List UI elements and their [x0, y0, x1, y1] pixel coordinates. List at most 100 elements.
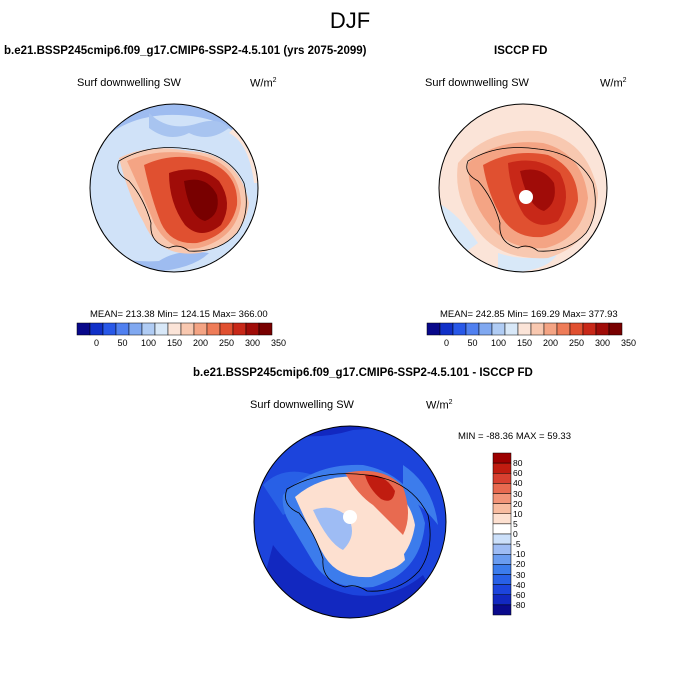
colorbar-swatch: [492, 452, 512, 464]
colorbar-tick-label: -5: [513, 539, 521, 550]
panel1-colorbar: [76, 322, 273, 336]
colorbar-swatch: [465, 322, 480, 336]
colorbar-tick-label: 250: [218, 338, 235, 348]
colorbar-swatch: [530, 322, 545, 336]
colorbar-tick-label: 20: [513, 498, 523, 509]
colorbar-swatch: [245, 322, 260, 336]
colorbar-swatch: [517, 322, 532, 336]
colorbar-swatch: [102, 322, 117, 336]
panel3-variable: Surf downwelling SW: [250, 399, 354, 411]
colorbar-swatch: [232, 322, 247, 336]
panel2-colorbar: [426, 322, 623, 336]
colorbar-tick-label: 250: [568, 338, 585, 348]
panel2-stats: MEAN= 242.85 Min= 169.29 Max= 377.93: [440, 309, 618, 320]
colorbar-swatch: [492, 473, 512, 484]
colorbar-swatch: [180, 322, 195, 336]
colorbar-tick-label: 300: [244, 338, 261, 348]
colorbar-tick-label: 100: [140, 338, 157, 348]
colorbar-swatch: [452, 322, 467, 336]
colorbar-swatch: [491, 322, 506, 336]
colorbar-tick-label: 50: [467, 338, 478, 348]
colorbar-tick-label: 150: [516, 338, 533, 348]
colorbar-tick-label: 10: [513, 508, 523, 519]
colorbar-swatch: [556, 322, 571, 336]
panel2-units: W/m2: [600, 77, 627, 90]
panel3-title: b.e21.BSSP245cmip6.f09_g17.CMIP6-SSP2-4.…: [193, 367, 533, 379]
colorbar-tick-label: 200: [192, 338, 209, 348]
colorbar-swatch: [595, 322, 610, 336]
colorbar-tick-label: 0: [93, 338, 100, 348]
panel1-colorbar-ticks: 0 50 100 150 200 250 300 350: [77, 338, 286, 350]
colorbar-swatch: [89, 322, 104, 336]
panel2-map-field: [439, 104, 607, 272]
panel3-polar-map: [253, 425, 447, 619]
panel3-colorbar-ticks: 80 60 40 30 20 10 5 0 -5 -10 -20 -30 -40 -60 -80: [513, 453, 553, 615]
colorbar-tick-label: 0: [443, 338, 450, 348]
panel1-title: b.e21.BSSP245cmip6.f09_g17.CMIP6-SSP2-4.…: [4, 45, 367, 57]
colorbar-swatch: [167, 322, 182, 336]
colorbar-swatch: [154, 322, 169, 336]
colorbar-tick-label: 30: [513, 488, 523, 499]
colorbar-tick-label: 0: [513, 529, 518, 539]
colorbar-tick-label: -10: [513, 549, 526, 560]
colorbar-tick-label: 200: [542, 338, 559, 348]
panel2-polar-map: [438, 103, 608, 273]
colorbar-swatch: [219, 322, 234, 336]
colorbar-swatch: [492, 523, 512, 535]
colorbar-swatch: [128, 322, 143, 336]
colorbar-swatch: [492, 483, 512, 494]
colorbar-swatch: [504, 322, 519, 336]
colorbar-swatch: [492, 584, 512, 595]
colorbar-swatch: [141, 322, 156, 336]
colorbar-swatch: [258, 322, 273, 336]
panel3-colorbar: [492, 452, 512, 616]
colorbar-swatch: [439, 322, 454, 336]
colorbar-swatch: [492, 533, 512, 545]
colorbar-swatch: [76, 322, 91, 336]
colorbar-swatch: [492, 574, 512, 585]
panel3-units: W/m2: [426, 399, 453, 412]
colorbar-tick-label: -80: [513, 599, 526, 610]
colorbar-swatch: [492, 564, 512, 575]
colorbar-tick-label: -40: [513, 579, 526, 590]
colorbar-swatch: [492, 543, 512, 555]
colorbar-tick-label: 40: [513, 478, 523, 489]
colorbar-swatch: [193, 322, 208, 336]
panel1-polar-map: [89, 103, 259, 273]
panel2-variable: Surf downwelling SW: [425, 77, 529, 89]
colorbar-swatch: [492, 462, 512, 474]
colorbar-tick-label: 5: [513, 518, 518, 529]
colorbar-swatch: [543, 322, 558, 336]
panel1-stats: MEAN= 213.38 Min= 124.15 Max= 366.00: [90, 309, 268, 320]
colorbar-tick-label: -60: [513, 589, 526, 600]
panel1-units: W/m2: [250, 77, 277, 90]
panel1-variable: Surf downwelling SW: [77, 77, 181, 89]
colorbar-tick-label: 300: [594, 338, 611, 348]
colorbar-swatch: [582, 322, 597, 336]
colorbar-swatch: [492, 493, 512, 504]
colorbar-swatch: [492, 594, 512, 606]
page-title: DJF: [329, 8, 371, 33]
colorbar-swatch: [492, 513, 512, 525]
panel1-map-field: [90, 104, 258, 272]
colorbar-swatch: [478, 322, 493, 336]
colorbar-tick-label: -20: [513, 559, 526, 570]
colorbar-tick-label: 100: [490, 338, 507, 348]
panel2-colorbar-ticks: 0 50 100 150 200 250 300 350: [427, 338, 636, 350]
colorbar-swatch: [115, 322, 130, 336]
colorbar-swatch: [492, 604, 512, 616]
panel3-map-field: [254, 426, 446, 618]
colorbar-swatch: [492, 503, 512, 514]
panel2-title: ISCCP FD: [494, 45, 548, 57]
colorbar-tick-label: 350: [620, 338, 637, 348]
colorbar-tick-label: 80: [513, 458, 523, 469]
panel3-stats: MIN = -88.36 MAX = 59.33: [458, 431, 572, 442]
colorbar-tick-label: -30: [513, 569, 526, 580]
colorbar-tick-label: 350: [270, 338, 287, 348]
colorbar-swatch: [492, 554, 512, 565]
colorbar-swatch: [426, 322, 441, 336]
colorbar-swatch: [206, 322, 221, 336]
colorbar-tick-label: 150: [166, 338, 183, 348]
colorbar-tick-label: 50: [117, 338, 128, 348]
colorbar-tick-label: 60: [513, 468, 523, 479]
